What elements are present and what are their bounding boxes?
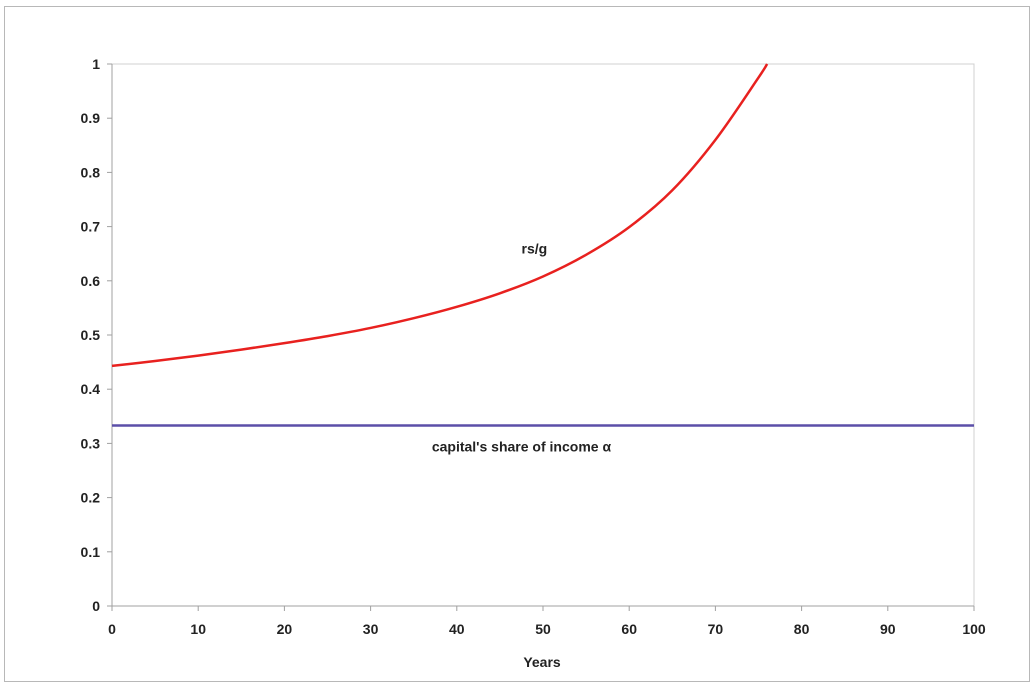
x-tick-label: 50 (535, 621, 551, 637)
y-tick-label: 0.7 (81, 219, 101, 235)
x-axis-title: Years (523, 654, 561, 670)
x-tick-label: 10 (190, 621, 206, 637)
y-tick-label: 0.6 (81, 273, 101, 289)
annotation-capital-share: capital's share of income α (432, 439, 612, 455)
y-tick-label: 0.8 (81, 164, 101, 180)
y-tick-label: 0.4 (81, 381, 101, 397)
y-tick-label: 0.1 (81, 544, 101, 560)
series-layer (111, 63, 974, 427)
x-tick-label: 80 (794, 621, 810, 637)
series-line-rs-g (111, 63, 769, 368)
x-tick-label: 20 (277, 621, 293, 637)
plot-border (111, 63, 975, 607)
x-axis: 0 10 20 30 40 50 60 70 80 90 100 (108, 605, 986, 637)
x-tick-label: 60 (621, 621, 637, 637)
x-tick-label: 40 (449, 621, 465, 637)
y-tick-label: 0.5 (81, 327, 101, 343)
chart-frame (4, 6, 1030, 682)
y-tick-label: 1 (92, 56, 100, 72)
plot-area (111, 63, 975, 607)
y-tick-label: 0 (92, 598, 100, 614)
x-tick-label: 90 (880, 621, 896, 637)
y-tick-label: 0.2 (81, 490, 101, 506)
annotation-rs-g: rs/g (522, 241, 548, 257)
y-axis: 0 0.1 0.2 0.3 0.4 0.5 0.6 0.7 0.8 0.9 1 (81, 56, 113, 614)
x-tick-label: 100 (962, 621, 986, 637)
y-tick-label: 0.3 (81, 435, 101, 451)
annotations: rs/g capital's share of income α (432, 241, 612, 455)
x-tick-label: 30 (363, 621, 379, 637)
y-tick-label: 0.9 (81, 110, 101, 126)
x-tick-label: 0 (108, 621, 116, 637)
x-tick-label: 70 (708, 621, 724, 637)
